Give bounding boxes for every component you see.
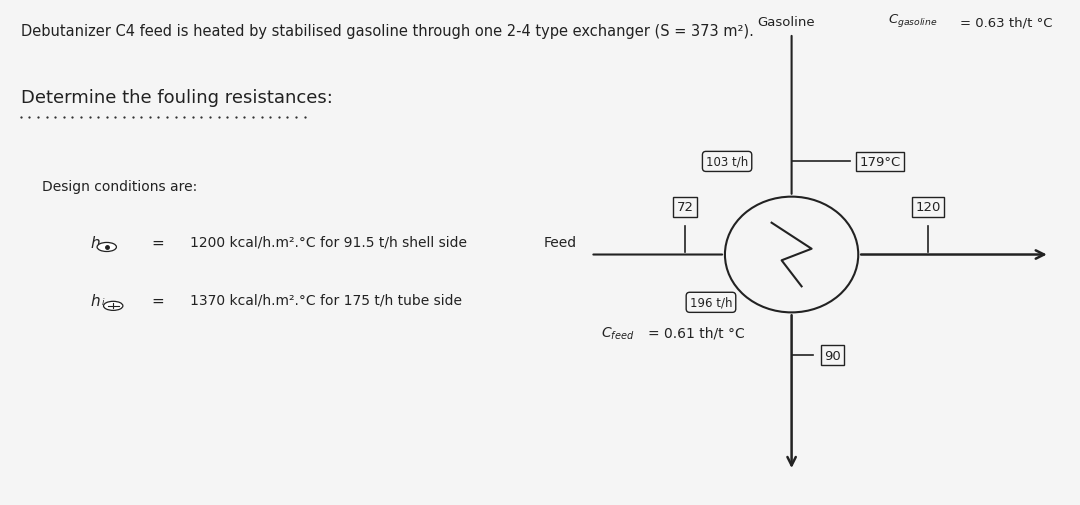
Text: $_i$: $_i$ bbox=[102, 294, 106, 307]
Text: Gasoline: Gasoline bbox=[757, 16, 815, 29]
Text: Debutanizer C4 feed is heated by stabilised gasoline through one 2-4 type exchan: Debutanizer C4 feed is heated by stabili… bbox=[21, 24, 754, 39]
Text: Feed: Feed bbox=[543, 236, 577, 250]
Text: = 0.61 th/t °C: = 0.61 th/t °C bbox=[648, 326, 744, 340]
Text: $h$: $h$ bbox=[90, 292, 100, 308]
Text: $C_{gasoline}$: $C_{gasoline}$ bbox=[889, 12, 939, 29]
Text: 90: 90 bbox=[824, 349, 841, 362]
Circle shape bbox=[97, 243, 117, 252]
Text: = 0.63 th/t °C: = 0.63 th/t °C bbox=[960, 16, 1053, 29]
Text: 196 t/h: 196 t/h bbox=[690, 296, 732, 309]
Text: 1370 kcal/h.m².°C for 175 t/h tube side: 1370 kcal/h.m².°C for 175 t/h tube side bbox=[189, 293, 461, 307]
Text: =: = bbox=[151, 235, 164, 250]
Text: 179°C: 179°C bbox=[859, 156, 901, 169]
Circle shape bbox=[104, 301, 123, 311]
Text: =: = bbox=[151, 293, 164, 308]
Text: 120: 120 bbox=[916, 201, 941, 214]
Text: 72: 72 bbox=[677, 201, 693, 214]
Text: 103 t/h: 103 t/h bbox=[706, 156, 748, 169]
Text: $C_{feed}$: $C_{feed}$ bbox=[602, 325, 635, 341]
Text: Determine the fouling resistances:: Determine the fouling resistances: bbox=[21, 89, 333, 107]
Text: Design conditions are:: Design conditions are: bbox=[42, 180, 198, 193]
Text: $h$: $h$ bbox=[90, 234, 100, 250]
Text: 1200 kcal/h.m².°C for 91.5 t/h shell side: 1200 kcal/h.m².°C for 91.5 t/h shell sid… bbox=[189, 235, 467, 249]
